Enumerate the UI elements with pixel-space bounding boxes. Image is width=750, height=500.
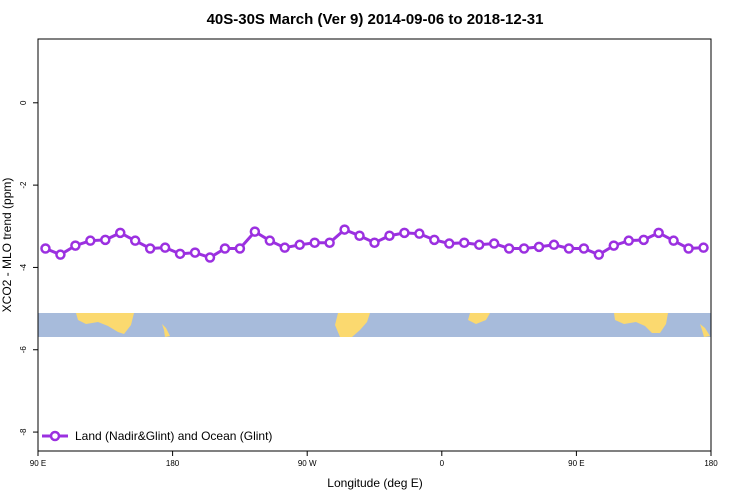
point [444, 238, 455, 249]
point [414, 228, 425, 239]
x-tick-label: 90 W [298, 459, 317, 468]
point [399, 227, 410, 239]
point [533, 241, 545, 253]
y-axis-label: XCO2 - MLO trend (ppm) [0, 178, 14, 313]
point [578, 243, 590, 254]
x-tick-label: 0 [440, 459, 445, 468]
point [70, 240, 81, 251]
point [384, 230, 395, 241]
legend-marker [49, 430, 61, 442]
legend-label: Land (Nadir&Glint) and Ocean (Glint) [75, 429, 272, 443]
point [638, 234, 649, 246]
point [115, 227, 126, 239]
point [458, 237, 470, 248]
point [608, 240, 620, 251]
x-tick-label: 180 [166, 459, 180, 468]
point [264, 235, 276, 246]
y-tick-label: -8 [19, 428, 28, 436]
point [354, 230, 365, 241]
x-axis-label: Longitude (deg E) [327, 476, 422, 490]
chart-title: 40S-30S March (Ver 9) 2014-09-06 to 2018… [207, 11, 544, 28]
point [159, 242, 171, 253]
x-tick-label: 90 E [30, 459, 46, 468]
x-tick-label: 90 E [568, 459, 584, 468]
point [518, 243, 530, 254]
point [683, 243, 694, 254]
point [653, 227, 664, 239]
y-tick-label: 0 [19, 100, 28, 105]
point [85, 235, 96, 246]
point [473, 239, 485, 251]
point [249, 226, 261, 237]
point [144, 243, 156, 254]
point [309, 237, 320, 248]
legend: Land (Nadir&Glint) and Ocean (Glint) [42, 429, 272, 443]
x-tick-label: 180 [704, 459, 718, 468]
point [593, 249, 605, 260]
point [369, 237, 380, 248]
point [204, 252, 216, 263]
map-strip [38, 313, 711, 337]
point [279, 242, 291, 253]
point [40, 243, 51, 254]
point [219, 243, 231, 254]
point [668, 235, 679, 246]
point [339, 224, 350, 235]
point [100, 234, 111, 246]
point [294, 239, 305, 251]
point [55, 249, 66, 260]
point [488, 238, 500, 249]
y-tick-label: -2 [19, 181, 28, 189]
point [548, 239, 560, 251]
point [234, 243, 246, 254]
point [429, 234, 440, 246]
point [174, 248, 186, 260]
point [189, 247, 201, 258]
point [324, 237, 335, 248]
y-tick-label: -6 [19, 346, 28, 354]
point [129, 235, 141, 246]
point [503, 243, 515, 254]
plot-frame [37, 38, 712, 452]
y-tick-label: -4 [19, 263, 28, 271]
point [698, 242, 709, 253]
point [623, 235, 634, 246]
point [563, 243, 575, 254]
